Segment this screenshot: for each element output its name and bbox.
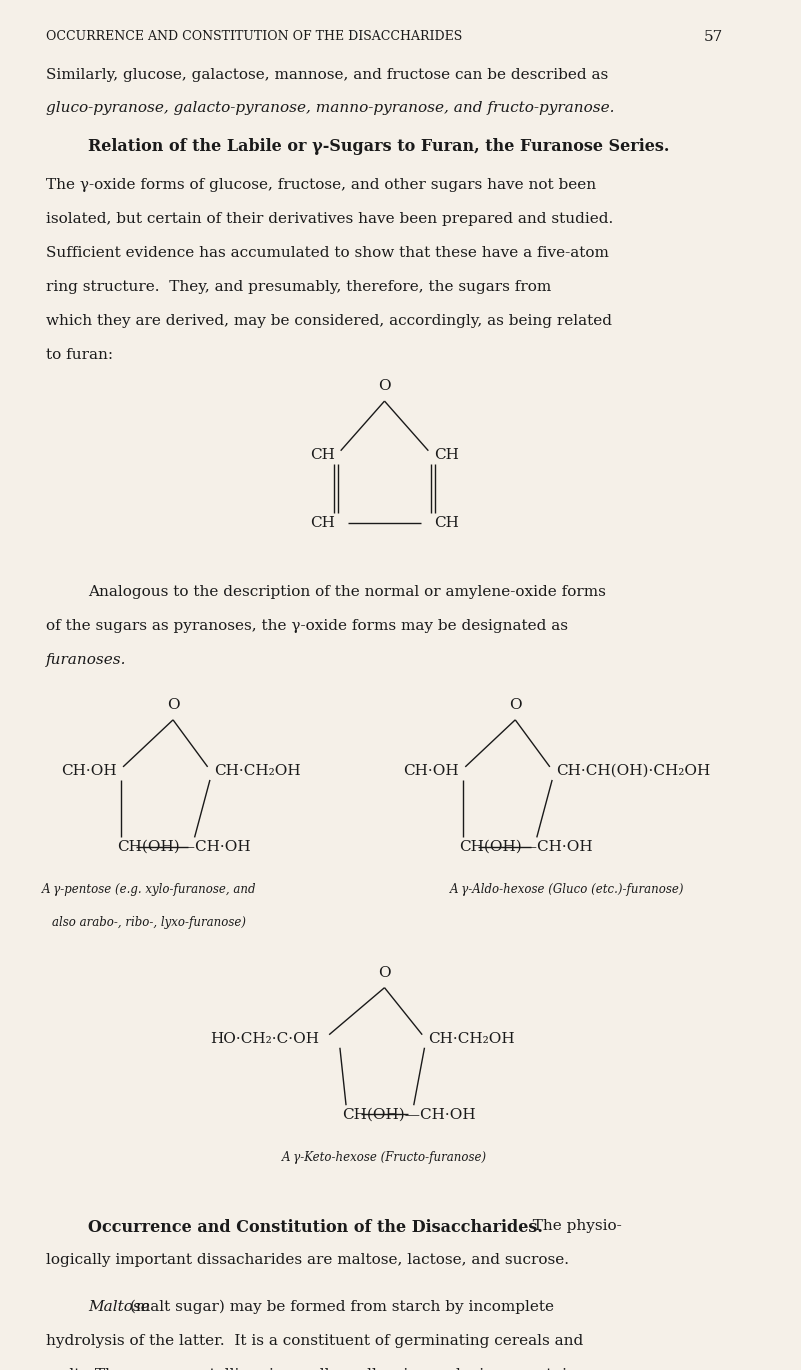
Text: (malt sugar) may be formed from starch by incomplete: (malt sugar) may be formed from starch b… bbox=[125, 1300, 554, 1314]
Text: O: O bbox=[378, 379, 391, 393]
Text: CH: CH bbox=[434, 448, 459, 462]
Text: Occurrence and Constitution of the Disaccharides.: Occurrence and Constitution of the Disac… bbox=[88, 1219, 543, 1236]
Text: The physio-: The physio- bbox=[523, 1219, 622, 1233]
Text: O: O bbox=[509, 697, 521, 712]
Text: CH·OH: CH·OH bbox=[404, 764, 459, 778]
Text: of the sugars as pyranoses, the γ-oxide forms may be designated as: of the sugars as pyranoses, the γ-oxide … bbox=[46, 619, 568, 633]
Text: Sufficient evidence has accumulated to show that these have a five-atom: Sufficient evidence has accumulated to s… bbox=[46, 245, 609, 259]
Text: ring structure.  They, and presumably, therefore, the sugars from: ring structure. They, and presumably, th… bbox=[46, 279, 551, 293]
Text: Similarly, glucose, galactose, mannose, and fructose can be described as: Similarly, glucose, galactose, mannose, … bbox=[46, 68, 609, 82]
Text: The γ-oxide forms of glucose, fructose, and other sugars have not been: The γ-oxide forms of glucose, fructose, … bbox=[46, 178, 596, 192]
Text: A γ-pentose (e.g. xylo-furanose, and: A γ-pentose (e.g. xylo-furanose, and bbox=[42, 884, 257, 896]
Text: OCCURRENCE AND CONSTITUTION OF THE DISACCHARIDES: OCCURRENCE AND CONSTITUTION OF THE DISAC… bbox=[46, 30, 462, 42]
Text: CH·OH: CH·OH bbox=[61, 764, 117, 778]
Text: CH·CH(OH)·CH₂OH: CH·CH(OH)·CH₂OH bbox=[556, 764, 710, 778]
Text: which they are derived, may be considered, accordingly, as being related: which they are derived, may be considere… bbox=[46, 314, 612, 327]
Text: to furan:: to furan: bbox=[46, 348, 113, 362]
Text: CH: CH bbox=[310, 515, 335, 530]
Text: logically important dissacharides are maltose, lactose, and sucrose.: logically important dissacharides are ma… bbox=[46, 1252, 570, 1267]
Text: Analogous to the description of the normal or amylene-oxide forms: Analogous to the description of the norm… bbox=[88, 585, 606, 599]
Text: HO·CH₂·C·OH: HO·CH₂·C·OH bbox=[210, 1032, 319, 1045]
Text: malt.  The sugar crystallizes in small needles, is a reducing agent, is: malt. The sugar crystallizes in small ne… bbox=[46, 1367, 575, 1370]
Text: CH(OH)—CH·OH: CH(OH)—CH·OH bbox=[459, 840, 593, 854]
Text: A γ-Aldo-hexose (Gluco (etc.)-furanose): A γ-Aldo-hexose (Gluco (etc.)-furanose) bbox=[450, 884, 684, 896]
Text: CH: CH bbox=[434, 515, 459, 530]
Text: gluco-pyranose, galacto-pyranose, manno-pyranose, and fructo-pyranose.: gluco-pyranose, galacto-pyranose, manno-… bbox=[46, 100, 614, 115]
Text: Relation of the Labile or γ-Sugars to Furan, the Furanose Series.: Relation of the Labile or γ-Sugars to Fu… bbox=[88, 138, 670, 155]
Text: Maltose: Maltose bbox=[88, 1300, 150, 1314]
Text: O: O bbox=[167, 697, 179, 712]
Text: CH(OH)—CH·OH: CH(OH)—CH·OH bbox=[117, 840, 251, 854]
Text: CH·CH₂OH: CH·CH₂OH bbox=[214, 764, 300, 778]
Text: O: O bbox=[378, 966, 391, 980]
Text: 57: 57 bbox=[703, 30, 723, 44]
Text: CH: CH bbox=[310, 448, 335, 462]
Text: also arabo-, ribo-, lyxo-furanose): also arabo-, ribo-, lyxo-furanose) bbox=[52, 915, 246, 929]
Text: A γ-Keto-hexose (Fructo-furanose): A γ-Keto-hexose (Fructo-furanose) bbox=[282, 1151, 487, 1164]
Text: isolated, but certain of their derivatives have been prepared and studied.: isolated, but certain of their derivativ… bbox=[46, 211, 614, 226]
Text: CH·CH₂OH: CH·CH₂OH bbox=[429, 1032, 515, 1045]
Text: hydrolysis of the latter.  It is a constituent of germinating cereals and: hydrolysis of the latter. It is a consti… bbox=[46, 1334, 583, 1348]
Text: CH(OH)—CH·OH: CH(OH)—CH·OH bbox=[342, 1107, 476, 1122]
Text: furanoses.: furanoses. bbox=[46, 653, 127, 667]
